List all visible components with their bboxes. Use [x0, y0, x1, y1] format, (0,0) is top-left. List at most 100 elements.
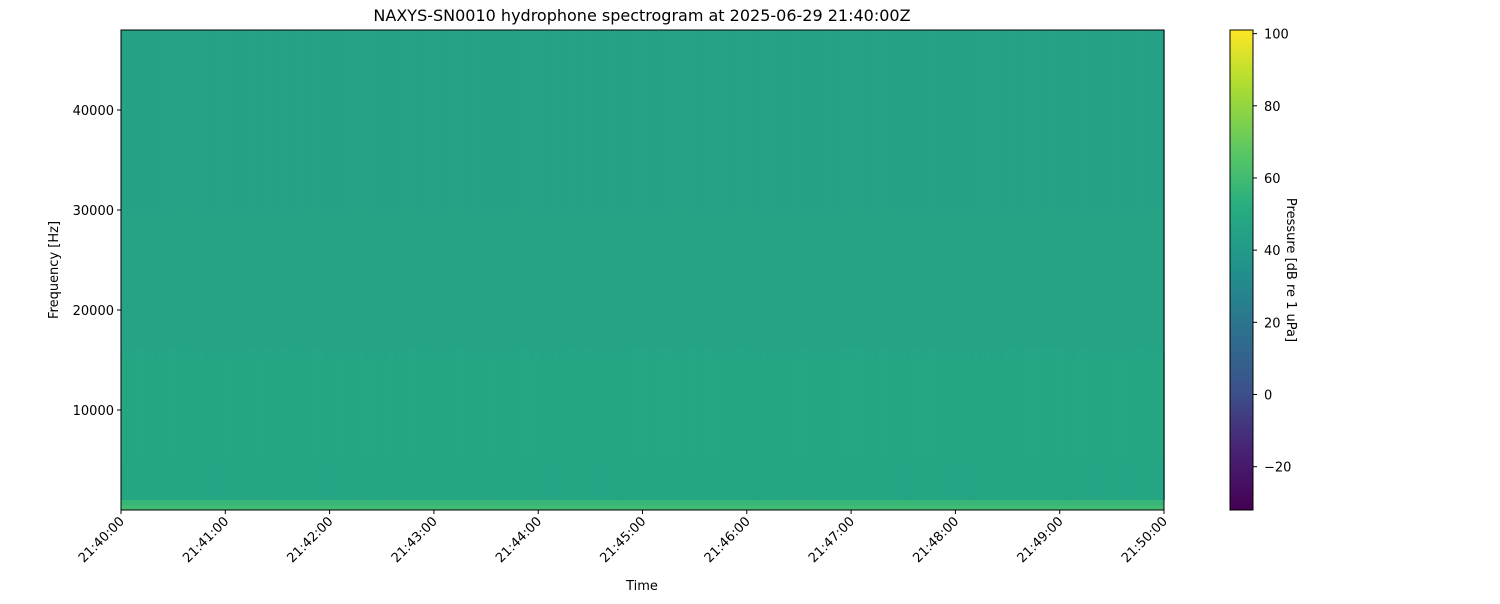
colorbar-segment [1230, 247, 1253, 249]
colorbar-segment [1230, 303, 1253, 305]
texture-stripe [535, 350, 537, 500]
texture-stripe [893, 30, 895, 350]
texture-stripe [849, 30, 851, 350]
colorbar-segment [1230, 407, 1253, 409]
texture-stripe [347, 350, 349, 500]
texture-stripe [551, 30, 553, 350]
colorbar-segment [1230, 61, 1253, 63]
texture-stripe [667, 30, 669, 350]
texture-stripe [433, 350, 435, 500]
texture-stripe [199, 350, 201, 500]
texture-stripe [881, 30, 883, 350]
colorbar-segment [1230, 145, 1253, 147]
colorbar-segment [1230, 144, 1253, 146]
texture-stripe [227, 30, 229, 350]
texture-stripe [979, 30, 981, 350]
texture-stripe [271, 30, 273, 350]
texture-stripe [795, 350, 797, 500]
texture-stripe [527, 350, 529, 500]
colorbar-segment [1230, 246, 1253, 248]
texture-stripe [631, 350, 633, 500]
texture-stripe [283, 30, 285, 350]
colorbar-segment [1230, 296, 1253, 298]
colorbar-segment [1230, 122, 1253, 124]
texture-stripe [615, 30, 617, 350]
colorbar-segment [1230, 209, 1253, 211]
texture-stripe [661, 30, 663, 350]
texture-stripe [677, 30, 679, 350]
texture-stripe [219, 350, 221, 500]
texture-stripe [525, 350, 527, 500]
colorbar-segment [1230, 195, 1253, 197]
texture-stripe [657, 350, 659, 500]
colorbar-segment [1230, 143, 1253, 145]
texture-stripe [171, 350, 173, 500]
texture-stripe [455, 350, 457, 500]
texture-stripe [193, 350, 195, 500]
texture-stripe [353, 350, 355, 500]
texture-stripe [949, 350, 951, 500]
texture-stripe [977, 30, 979, 350]
colorbar-segment [1230, 177, 1253, 179]
texture-stripe [1075, 350, 1077, 500]
texture-stripe [533, 350, 535, 500]
texture-stripe [913, 30, 915, 350]
texture-stripe [763, 350, 765, 500]
colorbar-segment [1230, 131, 1253, 133]
texture-stripe [779, 350, 781, 500]
colorbar-segment [1230, 455, 1253, 457]
texture-stripe [137, 350, 139, 500]
texture-stripe [471, 350, 473, 500]
colorbar-segment [1230, 243, 1253, 245]
texture-stripe [341, 30, 343, 350]
texture-stripe [753, 30, 755, 350]
colorbar-segment [1230, 149, 1253, 151]
colorbar-segment [1230, 319, 1253, 321]
texture-stripe [809, 350, 811, 500]
colorbar-segment [1230, 422, 1253, 424]
texture-stripe [177, 350, 179, 500]
colorbar-segment [1230, 271, 1253, 273]
texture-stripe [681, 350, 683, 500]
texture-stripe [197, 350, 199, 500]
texture-stripe [475, 350, 477, 500]
texture-stripe [969, 350, 971, 500]
texture-stripe [1039, 350, 1041, 500]
texture-stripe [327, 350, 329, 500]
texture-stripe [711, 350, 713, 500]
colorbar-segment [1230, 163, 1253, 165]
texture-stripe [375, 350, 377, 500]
colorbar-segment [1230, 121, 1253, 123]
texture-stripe [1077, 350, 1079, 500]
colorbar-segment [1230, 245, 1253, 247]
texture-stripe [593, 350, 595, 500]
texture-stripe [555, 30, 557, 350]
colorbar-segment [1230, 394, 1253, 396]
texture-stripe [445, 350, 447, 500]
x-axis: 21:40:00 21:41:00 21:42:00 21:43:00 21:44:00… [76, 510, 1171, 566]
colorbar-segment [1230, 453, 1253, 455]
texture-stripe [1031, 30, 1033, 350]
texture-stripe [759, 350, 761, 500]
texture-stripe [569, 350, 571, 500]
colorbar-tick-label: 60 [1264, 172, 1281, 187]
colorbar-segment [1230, 217, 1253, 219]
texture-stripe [161, 350, 163, 500]
texture-stripe [919, 350, 921, 500]
colorbar-segment [1230, 295, 1253, 297]
colorbar-segment [1230, 506, 1253, 508]
texture-stripe [161, 30, 163, 350]
texture-stripe [771, 30, 773, 350]
texture-stripe [601, 30, 603, 350]
texture-stripe [889, 30, 891, 350]
colorbar-segment [1230, 357, 1253, 359]
texture-stripe [783, 30, 785, 350]
texture-stripe [487, 350, 489, 500]
texture-stripe [337, 350, 339, 500]
texture-stripe [1007, 30, 1009, 350]
colorbar-segment [1230, 151, 1253, 153]
texture-stripe [549, 350, 551, 500]
texture-stripe [469, 350, 471, 500]
texture-stripe [233, 30, 235, 350]
texture-stripe [1003, 30, 1005, 350]
